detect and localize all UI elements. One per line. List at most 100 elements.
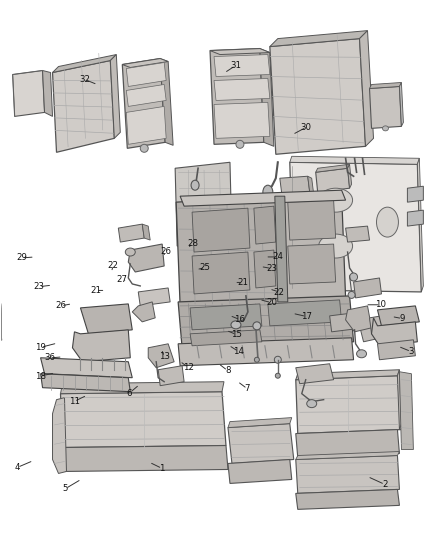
Polygon shape [348,164,352,188]
Text: 4: 4 [14,463,20,472]
Polygon shape [210,49,264,144]
Text: 2: 2 [382,480,388,489]
Text: 26: 26 [56,301,67,310]
Polygon shape [288,244,336,284]
Polygon shape [270,38,366,154]
Polygon shape [275,196,288,302]
Polygon shape [53,398,67,473]
Text: 20: 20 [266,298,277,307]
Polygon shape [53,61,114,152]
Polygon shape [228,459,292,483]
Text: 28: 28 [187,239,198,248]
Polygon shape [296,370,399,379]
Text: 9: 9 [400,314,405,323]
Ellipse shape [236,140,244,148]
Text: 23: 23 [34,282,45,291]
Text: 30: 30 [301,123,312,132]
Polygon shape [268,300,342,326]
Ellipse shape [382,126,389,131]
Text: 15: 15 [231,330,242,339]
Ellipse shape [140,144,148,152]
Polygon shape [407,210,424,226]
Text: 22: 22 [108,261,119,270]
Polygon shape [371,318,417,346]
Ellipse shape [357,350,367,358]
Polygon shape [316,168,350,192]
Ellipse shape [125,248,135,256]
Text: 18: 18 [35,372,46,381]
Polygon shape [360,30,374,147]
Ellipse shape [307,400,317,408]
Polygon shape [228,424,294,464]
Polygon shape [60,382,224,394]
Polygon shape [41,358,132,378]
Ellipse shape [276,373,280,378]
Polygon shape [126,107,166,144]
Text: 32: 32 [79,75,90,84]
Polygon shape [192,252,250,294]
Polygon shape [378,306,419,326]
Polygon shape [308,176,314,194]
Polygon shape [296,430,399,457]
Polygon shape [296,376,401,433]
Polygon shape [360,322,381,342]
Ellipse shape [253,322,261,330]
Polygon shape [13,70,45,116]
Polygon shape [316,164,350,172]
Text: 16: 16 [234,315,245,324]
Polygon shape [81,304,132,334]
Polygon shape [296,489,399,510]
Text: 21: 21 [90,286,101,295]
Polygon shape [110,54,120,139]
Polygon shape [407,186,424,202]
Polygon shape [214,102,270,139]
Polygon shape [53,54,117,72]
Polygon shape [128,244,164,272]
Polygon shape [280,176,310,194]
Polygon shape [158,366,184,386]
Polygon shape [346,226,370,242]
Polygon shape [296,456,399,494]
Polygon shape [296,451,399,459]
Polygon shape [190,304,262,330]
Polygon shape [346,306,371,332]
Text: 5: 5 [63,484,68,493]
Polygon shape [370,83,401,88]
Ellipse shape [263,185,273,199]
Text: 6: 6 [127,389,132,398]
Ellipse shape [319,188,353,212]
Polygon shape [142,224,150,240]
Polygon shape [254,250,276,288]
Polygon shape [370,314,396,334]
Polygon shape [270,30,367,46]
Polygon shape [288,200,336,240]
Text: 8: 8 [225,366,230,375]
Text: 21: 21 [237,278,248,287]
Polygon shape [180,190,346,206]
Text: 29: 29 [16,254,27,262]
Ellipse shape [231,321,241,329]
Text: 27: 27 [117,274,127,284]
Text: 13: 13 [159,352,170,361]
Polygon shape [122,59,165,148]
Text: 3: 3 [408,347,414,356]
Text: 22: 22 [274,287,285,296]
Text: 14: 14 [233,347,244,356]
Polygon shape [370,86,401,128]
Polygon shape [296,364,334,384]
Polygon shape [122,59,168,68]
Polygon shape [254,206,276,244]
Polygon shape [176,196,280,306]
Text: 23: 23 [267,264,278,273]
Text: 19: 19 [35,343,46,352]
Polygon shape [63,446,228,472]
Polygon shape [126,62,166,86]
Polygon shape [72,330,130,362]
Polygon shape [397,370,401,430]
Polygon shape [228,417,292,427]
Polygon shape [175,162,232,246]
Polygon shape [126,84,166,107]
Text: 26: 26 [160,247,171,256]
Text: 36: 36 [44,353,55,362]
Ellipse shape [274,356,281,364]
